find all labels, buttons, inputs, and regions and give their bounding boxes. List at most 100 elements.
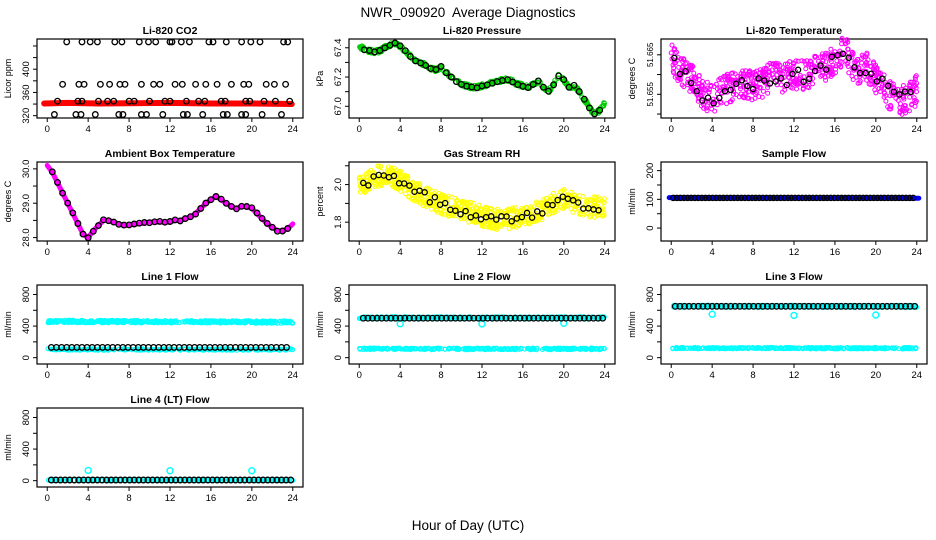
line3-circles [671,302,919,310]
x-tick-label: 12 [789,370,800,381]
box-temp-line [44,162,296,241]
panel-gas-stream-rh: Gas Stream RH 0 4 8 12 16 20 24 1.8 2.0 percent [315,148,616,258]
x-tick-label: 12 [789,124,800,135]
cal-circles-447 [63,38,292,46]
line1-circles [47,343,291,351]
panel-title: Line 4 (LT) Flow [130,394,210,406]
x-tick-label: 24 [911,124,922,135]
line4-spike-points [84,466,256,475]
box-temp-circles [48,168,292,242]
x-tick-label: 16 [518,247,529,258]
y-tick-label: 0 [645,355,656,360]
y-tick-label: 400 [333,318,344,334]
x-tick-label: 8 [438,370,443,381]
x-tick-label: 20 [871,247,882,258]
x-tick-label: 16 [206,370,217,381]
x-tick-label: 20 [247,247,258,258]
y-axis-label: ml/min [627,188,637,215]
y-tick-label: 0 [21,478,32,483]
panel-li-820-pressure: Li-820 Pressure 0 4 8 12 16 20 24 67.0 67.2 67.4 kP… [315,25,616,135]
cal-circles-374 [59,80,290,88]
y-tick-label: 400 [21,61,32,77]
y-axis-label: degrees C [3,180,13,222]
pressure-hourly-circles [360,39,604,118]
sample-flow-circles [670,194,917,202]
x-tick-label: 0 [45,370,50,381]
x-tick-label: 4 [710,370,715,381]
x-tick-label: 8 [750,124,755,135]
temperature-cloud [668,35,920,117]
cal-circles-345 [54,97,294,105]
x-tick-label: 4 [710,124,715,135]
x-tick-label: 16 [206,247,217,258]
y-tick-label: 51.665 [646,42,655,67]
panel-grid: Li-820 CO2 0 4 8 12 16 20 24 320 360 400 Licor ppm L… [0,24,936,516]
x-tick-label: 12 [477,124,488,135]
x-tick-label: 8 [750,247,755,258]
rh-hourly-circles [360,171,602,225]
plot-frame [36,407,304,488]
x-tick-label: 8 [750,370,755,381]
x-tick-label: 24 [599,247,610,258]
y-axis-label: ml/min [627,311,637,338]
cal-circles-322 [50,111,285,118]
figure-title: NWR_090920 Average Diagnostics [360,5,576,20]
plot-frame [348,38,616,119]
panel-line-4-lt-flow: Line 4 (LT) Flow 0 4 8 12 16 20 24 0 400 800 ml/min [3,394,304,504]
line4-circles [47,476,295,484]
plot-frame [660,284,928,365]
line2-circles [359,314,607,322]
x-tick-label: 20 [871,370,882,381]
panel-title: Li-820 CO2 [143,25,198,37]
x-tick-label: 0 [357,370,362,381]
y-tick-label: 29.0 [21,194,32,213]
x-tick-label: 12 [165,247,176,258]
panel-title: Li-820 Pressure [443,25,521,37]
y-tick-label: 0 [333,355,344,360]
x-tick-label: 0 [45,124,50,135]
x-tick-label: 0 [669,247,674,258]
y-tick-label: 28.0 [21,228,32,247]
plot-frame [660,161,928,242]
y-tick-label: 0 [645,225,656,230]
panel-ambient-box-temperature: Ambient Box Temperature 0 4 8 12 16 20 24 28.0 29… [3,148,304,258]
x-tick-label: 4 [86,124,91,135]
y-tick-label: 360 [21,85,32,101]
panel-line-1-flow: Line 1 Flow 0 4 8 12 16 20 24 0 400 800 ml/min [3,271,304,381]
y-tick-label: 67.0 [333,97,344,116]
x-tick-label: 8 [126,124,131,135]
x-tick-label: 4 [86,247,91,258]
x-tick-label: 4 [710,247,715,258]
x-tick-label: 24 [911,370,922,381]
x-tick-label: 20 [247,370,258,381]
x-tick-label: 12 [165,370,176,381]
x-tick-label: 8 [438,247,443,258]
y-axis-label: ml/min [3,434,13,461]
panel-title: Line 2 Flow [453,271,511,283]
y-tick-label: 800 [21,410,32,426]
x-tick-label: 4 [398,370,403,381]
x-tick-label: 20 [559,124,570,135]
y-tick-label: 67.2 [333,68,344,87]
y-tick-label: 800 [645,287,656,303]
x-tick-label: 8 [438,124,443,135]
y-tick-label: 800 [21,287,32,303]
y-axis-label: ml/min [315,311,325,338]
x-tick-label: 12 [477,247,488,258]
line3-dip-points [708,310,880,320]
x-tick-label: 20 [559,370,570,381]
y-tick-label: 800 [333,287,344,303]
line2-low-band [357,345,607,353]
x-tick-label: 16 [830,370,841,381]
y-tick-label: 30.0 [21,160,32,179]
x-tick-label: 16 [518,124,529,135]
x-tick-label: 12 [789,247,800,258]
panel-li-820-co2: Li-820 CO2 0 4 8 12 16 20 24 320 360 400 Licor ppm [3,25,304,135]
y-axis-label: ml/min [3,311,13,338]
pressure-cloud [357,40,607,116]
x-tick-label: 0 [669,370,674,381]
y-tick-label: 1.8 [333,216,344,229]
x-tick-label: 0 [357,124,362,135]
y-tick-label: 2.0 [333,178,344,191]
